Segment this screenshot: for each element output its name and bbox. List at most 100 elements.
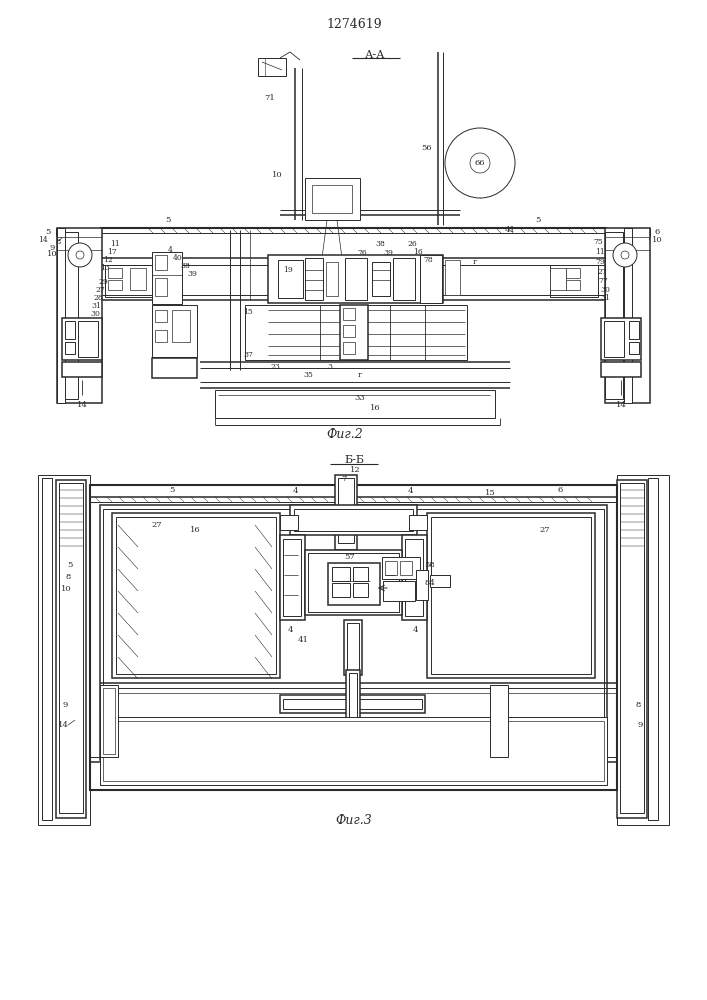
Text: Фиг.3: Фиг.3 <box>336 814 373 826</box>
Bar <box>278 260 303 298</box>
Circle shape <box>76 251 84 259</box>
Text: Фиг.2: Фиг.2 <box>327 428 363 442</box>
Bar <box>332 567 350 581</box>
Text: 9: 9 <box>49 244 54 252</box>
Bar <box>345 258 367 300</box>
Text: 33: 33 <box>355 394 366 402</box>
Bar <box>385 561 397 575</box>
Bar <box>100 505 607 760</box>
Bar <box>155 330 167 342</box>
Text: 27: 27 <box>597 268 607 276</box>
Text: 30: 30 <box>90 310 100 318</box>
Bar <box>280 535 305 620</box>
Bar <box>305 550 402 615</box>
Bar <box>290 505 417 535</box>
Bar <box>57 228 102 403</box>
Bar <box>343 342 355 354</box>
Bar <box>601 318 641 360</box>
Bar <box>103 688 115 754</box>
Bar <box>566 280 580 290</box>
Bar <box>305 258 323 300</box>
Bar <box>566 268 580 278</box>
Bar <box>402 535 427 620</box>
Text: 76: 76 <box>357 249 367 257</box>
Text: 27: 27 <box>539 526 550 534</box>
Text: 15: 15 <box>243 308 253 316</box>
Bar <box>280 515 298 530</box>
Bar <box>152 305 197 357</box>
Text: 9: 9 <box>62 701 68 709</box>
Bar <box>258 58 286 76</box>
Text: 56: 56 <box>421 144 432 152</box>
Text: 5: 5 <box>45 228 51 236</box>
Text: А-А: А-А <box>365 50 385 60</box>
Bar <box>400 561 412 575</box>
Text: 77: 77 <box>598 277 608 285</box>
Bar <box>617 480 647 818</box>
Text: 29: 29 <box>98 278 108 286</box>
Text: 4: 4 <box>287 626 293 634</box>
Text: Б-Б: Б-Б <box>344 455 364 465</box>
Bar <box>78 321 98 357</box>
Bar <box>65 342 75 354</box>
Bar <box>308 553 399 612</box>
Text: 23: 23 <box>270 363 280 371</box>
Bar <box>59 483 83 813</box>
Bar <box>62 318 102 360</box>
Bar <box>283 699 422 709</box>
Bar <box>409 515 427 530</box>
Bar <box>60 232 78 399</box>
Bar <box>57 228 65 403</box>
Bar <box>155 278 167 296</box>
Circle shape <box>621 251 629 259</box>
Text: 10: 10 <box>61 585 71 593</box>
Text: 38: 38 <box>180 262 190 270</box>
Bar <box>346 670 360 735</box>
Text: 4: 4 <box>407 487 413 495</box>
Bar <box>605 232 623 399</box>
Text: 17: 17 <box>107 248 117 256</box>
Bar <box>155 255 167 270</box>
Text: 3: 3 <box>327 363 332 371</box>
Bar <box>431 517 591 674</box>
Text: 31: 31 <box>91 302 101 310</box>
Text: 1274619: 1274619 <box>326 18 382 31</box>
Text: 8: 8 <box>636 701 641 709</box>
Bar <box>152 358 197 378</box>
Bar <box>382 557 420 579</box>
Text: 13: 13 <box>100 264 110 272</box>
Text: 31: 31 <box>600 294 610 302</box>
Text: 37: 37 <box>243 351 253 359</box>
Text: 40: 40 <box>173 254 183 262</box>
Bar <box>343 308 355 320</box>
Text: 5: 5 <box>165 216 170 224</box>
Text: 84: 84 <box>425 579 436 587</box>
Text: 75: 75 <box>593 238 603 246</box>
Text: 27: 27 <box>95 286 105 294</box>
Bar <box>343 325 355 337</box>
Bar <box>172 310 190 342</box>
Text: 6: 6 <box>557 486 563 494</box>
Bar <box>105 265 153 297</box>
Text: 30: 30 <box>600 286 610 294</box>
Text: 12: 12 <box>103 256 113 264</box>
Bar <box>601 362 641 377</box>
Text: 78: 78 <box>423 256 433 264</box>
Text: 8: 8 <box>55 238 61 246</box>
Text: 71: 71 <box>264 94 275 102</box>
Bar <box>38 475 90 825</box>
Bar <box>629 342 639 354</box>
Bar <box>383 581 415 601</box>
Bar <box>100 685 118 757</box>
Text: 10: 10 <box>272 171 283 179</box>
Text: 19: 19 <box>283 266 293 274</box>
Text: 38: 38 <box>375 240 385 248</box>
Bar <box>338 478 354 543</box>
Text: 57: 57 <box>344 553 356 561</box>
Text: 16: 16 <box>189 526 200 534</box>
Bar <box>312 185 352 213</box>
Text: 5: 5 <box>67 561 73 569</box>
Text: 5: 5 <box>169 486 175 494</box>
Bar <box>268 255 443 303</box>
Bar <box>152 252 182 304</box>
